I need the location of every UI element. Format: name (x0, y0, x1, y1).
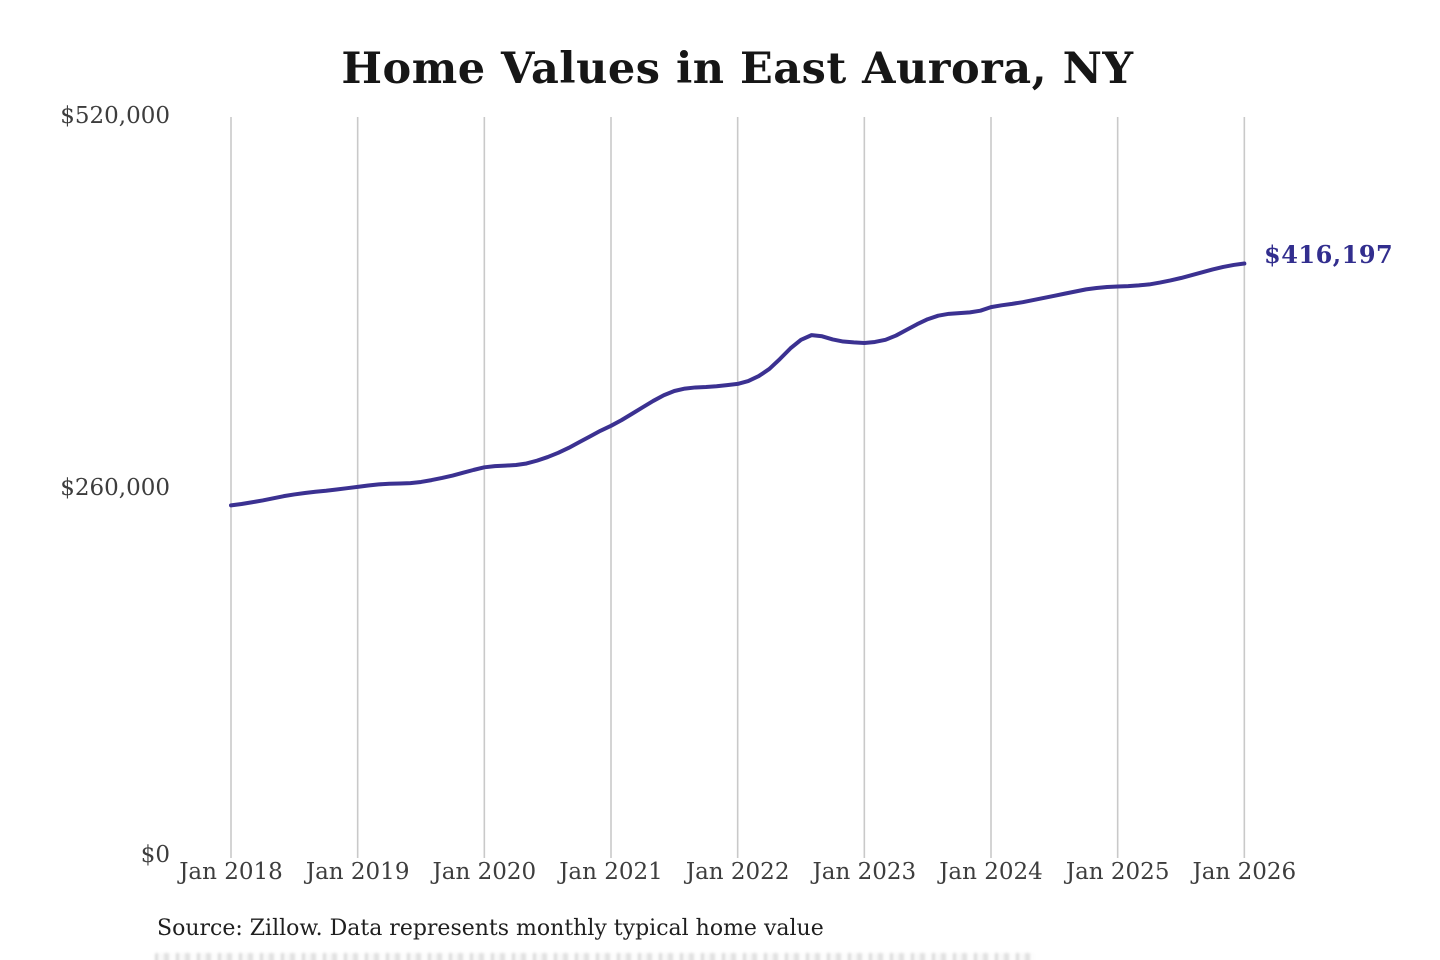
chart-title: Home Values in East Aurora, NY (341, 44, 1134, 94)
x-axis-tick-jan-2025: Jan 2025 (1065, 859, 1170, 885)
x-axis-tick-jan-2019: Jan 2019 (305, 859, 410, 885)
x-axis-tick-jan-2023: Jan 2023 (812, 859, 917, 885)
x-axis-tick-jan-2021: Jan 2021 (559, 859, 663, 885)
home-value-line (229, 261, 1247, 508)
x-axis-tick-jan-2026: Jan 2026 (1192, 859, 1297, 885)
source-note: Source: Zillow. Data represents monthly … (157, 916, 824, 941)
x-axis-tick-jan-2022: Jan 2022 (685, 859, 790, 885)
x-axis-tick-jan-2024: Jan 2024 (939, 859, 1043, 885)
y-axis-tick-520000: $520,000 (60, 103, 170, 129)
y-axis-tick-0: $0 (140, 842, 170, 868)
x-axis-tick-jan-2018: Jan 2018 (179, 859, 283, 885)
x-axis-tick-jan-2020: Jan 2020 (432, 859, 537, 885)
year-gridlines (230, 117, 1246, 858)
y-axis-tick-260000: $260,000 (60, 475, 170, 501)
cropped-text-remnant (155, 953, 1035, 960)
final-value-label: $416,197 (1264, 240, 1394, 269)
